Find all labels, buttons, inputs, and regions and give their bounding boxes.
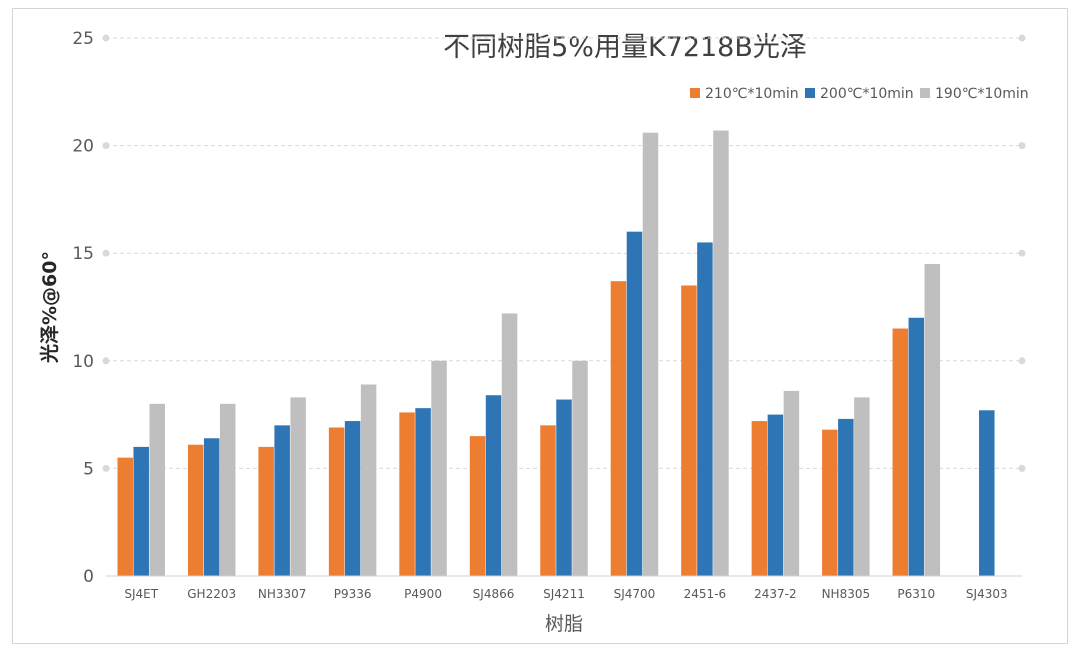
bar <box>360 384 377 576</box>
bar <box>854 397 870 576</box>
legend: 210℃*10min 200℃*10min 190℃*10min <box>690 86 1029 102</box>
bar <box>540 425 556 576</box>
y-tick-label: 0 <box>83 567 94 587</box>
gridline-marker-right <box>1018 142 1026 150</box>
bar <box>485 395 502 576</box>
bar <box>328 427 345 576</box>
bar <box>979 410 995 576</box>
legend-swatch <box>690 88 700 98</box>
x-tick-label: P4900 <box>404 587 442 601</box>
bar <box>626 231 643 576</box>
bar <box>344 421 361 576</box>
bar <box>415 408 431 576</box>
y-axis-ticks: 0 5 10 15 20 25 <box>72 29 94 587</box>
bar <box>187 444 204 576</box>
legend-swatch <box>920 88 930 98</box>
y-tick-label: 15 <box>72 244 94 264</box>
chart-title: 不同树脂5%用量K7218B光泽 <box>443 32 807 63</box>
bar <box>751 421 768 576</box>
x-tick-label: SJ4303 <box>966 587 1008 601</box>
x-tick-label: 2437-2 <box>754 587 797 601</box>
gridline-marker-left <box>102 142 110 150</box>
bar <box>203 438 220 576</box>
bar <box>219 403 236 576</box>
bar <box>117 457 133 576</box>
bar <box>469 436 486 576</box>
gridline-marker-right <box>1018 34 1026 42</box>
y-tick-label: 10 <box>72 352 94 372</box>
gridline-marker-left <box>102 34 110 42</box>
legend-label: 200℃*10min <box>820 86 914 102</box>
x-tick-label: SJ4211 <box>543 587 585 601</box>
x-tick-label: NH3307 <box>258 587 307 601</box>
bar <box>908 317 925 576</box>
gridline-marker-right <box>1018 464 1026 472</box>
bar <box>892 328 909 576</box>
x-tick-label: NH8305 <box>822 587 871 601</box>
bar <box>610 281 627 576</box>
gridline-marker-right <box>1018 249 1026 257</box>
bar <box>431 360 447 576</box>
bar <box>274 425 290 576</box>
bar <box>290 397 306 576</box>
x-tick-label: P9336 <box>334 587 372 601</box>
gridline-marker-left <box>102 249 110 257</box>
y-axis-title: 光泽%@60° <box>38 251 61 364</box>
bar <box>713 130 729 576</box>
y-tick-label: 20 <box>72 137 94 157</box>
bar <box>133 446 149 576</box>
x-tick-label: P6310 <box>897 587 935 601</box>
bar <box>258 446 274 576</box>
bar <box>501 313 518 576</box>
bar <box>924 263 941 576</box>
bar <box>572 360 588 576</box>
bar <box>822 429 838 576</box>
y-tick-label: 5 <box>83 459 94 479</box>
bar <box>556 399 572 576</box>
bar <box>783 390 800 576</box>
legend-swatch <box>805 88 815 98</box>
x-tick-label: SJ4ET <box>124 587 158 601</box>
legend-label: 210℃*10min <box>705 86 799 102</box>
x-tick-label: SJ4700 <box>614 587 656 601</box>
bar <box>149 403 165 576</box>
legend-label: 190℃*10min <box>935 86 1029 102</box>
bar <box>642 132 659 577</box>
x-tick-label: SJ4866 <box>473 587 515 601</box>
gridline-marker-right <box>1018 357 1026 365</box>
bar <box>767 414 784 576</box>
y-tick-label: 25 <box>72 29 94 49</box>
x-axis-labels: SJ4ET GH2203 NH3307 P9336 P4900 SJ4866 SJ4211 S… <box>124 587 1007 601</box>
gridline-marker-left <box>102 357 110 365</box>
gridline-marker-left <box>102 464 110 472</box>
bars <box>117 130 995 577</box>
bar <box>681 285 697 576</box>
x-tick-label: 2451-6 <box>684 587 727 601</box>
x-axis-title: 树脂 <box>545 613 583 635</box>
bar <box>838 418 854 576</box>
x-tick-label: GH2203 <box>187 587 236 601</box>
bar <box>399 412 415 576</box>
bar <box>697 242 713 576</box>
